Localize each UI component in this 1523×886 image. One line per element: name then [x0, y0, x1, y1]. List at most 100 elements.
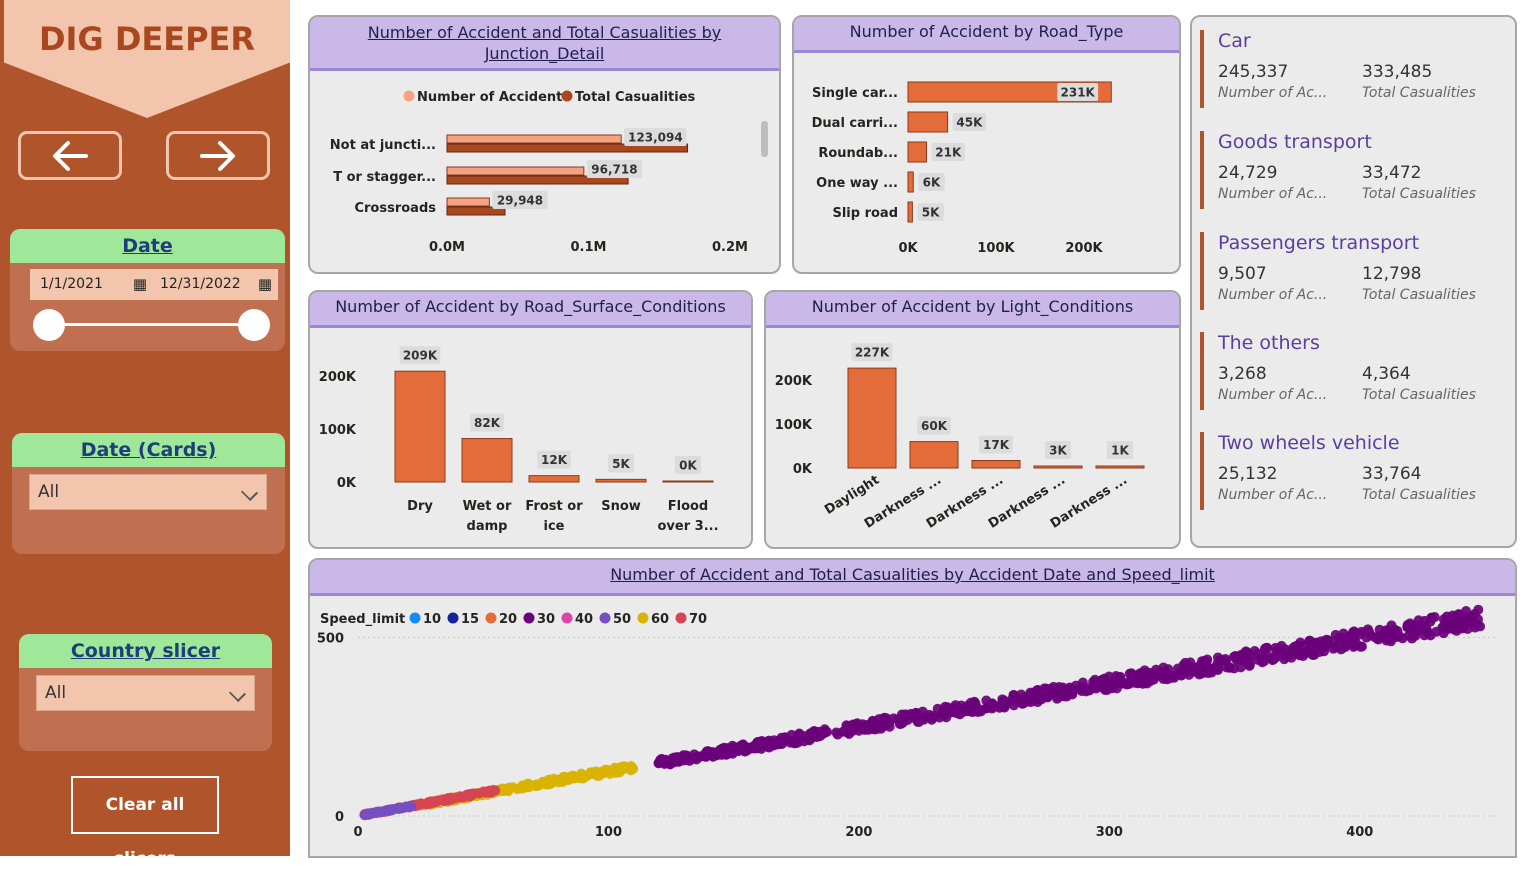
- range-start-handle[interactable]: [33, 309, 65, 341]
- country-selected-value: All: [45, 683, 67, 703]
- scatter-point: [947, 705, 958, 716]
- data-label: 60K: [921, 419, 948, 433]
- scatter-point: [655, 755, 666, 766]
- scatter-point: [714, 744, 725, 755]
- bar: [907, 141, 927, 163]
- card-the-others: The others 3,268 4,364 Number of Ac... T…: [1200, 332, 1504, 410]
- bar: [1033, 465, 1083, 469]
- scatter-point: [965, 702, 976, 713]
- scatter-point: [1024, 692, 1035, 703]
- date-cards-dropdown[interactable]: All: [29, 474, 267, 510]
- bar: [394, 370, 446, 483]
- card-accidents-value: 245,337: [1218, 62, 1289, 82]
- data-label-bg: [1106, 441, 1134, 459]
- scatter-point: [484, 785, 495, 796]
- scatter-point: [972, 706, 983, 717]
- scatter-point: [844, 729, 855, 740]
- end-date-value: 12/31/2022: [160, 276, 241, 292]
- scatter-point: [788, 737, 799, 748]
- scatter-point: [937, 708, 948, 719]
- scatter-point: [1062, 684, 1073, 695]
- y-tick-label: 0K: [793, 462, 813, 477]
- category-label: Wet or: [463, 499, 512, 514]
- data-label-bg: [537, 450, 571, 469]
- bar: [461, 438, 513, 483]
- scatter-point: [1457, 618, 1468, 629]
- bar-casualties: [446, 206, 506, 216]
- scatter-point: [1310, 643, 1321, 654]
- category-label: Dual carri...: [812, 116, 898, 131]
- scatter-point: [1249, 646, 1260, 657]
- scatter-point: [805, 728, 816, 739]
- data-label: 29,948: [497, 194, 543, 208]
- range-end-handle[interactable]: [238, 309, 270, 341]
- calendar-icon[interactable]: ▦: [132, 275, 147, 293]
- bar: [907, 111, 949, 133]
- card-two-wheels-vehicle: Two wheels vehicle 25,132 33,764 Number …: [1200, 432, 1504, 510]
- x-tick-label: 200: [845, 825, 872, 840]
- data-label: 5K: [922, 206, 940, 220]
- card-casualties-value: 33,472: [1362, 163, 1422, 183]
- scatter-point: [994, 702, 1005, 713]
- scatter-point: [1215, 655, 1226, 666]
- x-tick-label: 100K: [977, 241, 1015, 256]
- country-slicer: Country slicer All: [19, 634, 272, 751]
- clear-slicers-button[interactable]: Clear all slicers: [71, 776, 219, 869]
- start-date-value: 1/1/2021: [40, 276, 103, 292]
- bar: [909, 441, 959, 469]
- data-label-bg: [1044, 441, 1072, 459]
- scatter-point: [1093, 676, 1104, 687]
- scatter-point: [1405, 618, 1416, 629]
- scatter-point: [563, 773, 574, 784]
- card-accidents-label: Number of Ac...: [1218, 186, 1328, 202]
- scatter-point: [882, 717, 893, 728]
- scatter-point: [1419, 630, 1430, 641]
- category-label: Snow: [601, 499, 641, 514]
- card-name: The others: [1218, 332, 1320, 354]
- category-label: Crossroads: [354, 201, 436, 216]
- scatter-point: [1042, 690, 1053, 701]
- data-label-bg: [586, 160, 643, 178]
- start-date-input[interactable]: 1/1/2021 ▦: [30, 269, 153, 300]
- country-dropdown[interactable]: All: [36, 675, 255, 711]
- data-label-bg: [492, 191, 548, 209]
- data-label: 1K: [1111, 444, 1129, 458]
- scatter-point: [1137, 678, 1148, 689]
- scatter-point: [1278, 649, 1289, 660]
- category-label: over 3...: [657, 519, 718, 534]
- legend-marker: [675, 612, 687, 624]
- legend-marker: [561, 90, 573, 102]
- scatter-point: [626, 761, 637, 772]
- data-label: 6K: [923, 176, 941, 190]
- back-button[interactable]: [18, 131, 122, 180]
- bar-casualties: [446, 143, 689, 153]
- data-label: 209K: [403, 349, 438, 363]
- speed-scatter-chart: Number of Accident and Total Casualities…: [308, 558, 1517, 858]
- legend-marker: [447, 612, 459, 624]
- light-chart-title: Number of Accident by Light_Conditions: [766, 292, 1179, 328]
- scatter-point: [1426, 612, 1437, 623]
- forward-button[interactable]: [166, 131, 270, 180]
- scatter-point: [394, 802, 405, 813]
- y-tick-label: 0K: [337, 476, 357, 491]
- scatter-point: [593, 770, 604, 781]
- calendar-icon[interactable]: ▦: [257, 275, 272, 293]
- date-cards-slicer: Date (Cards) All: [12, 433, 285, 554]
- legend-marker: [409, 612, 421, 624]
- surface-chart-plot: 0K 100K 200K 209K Dry 82K Wet or damp 12K Frost o…: [319, 346, 719, 534]
- scatter-point: [1340, 642, 1351, 653]
- end-date-input[interactable]: 12/31/2022 ▦: [150, 269, 278, 300]
- scatter-point: [376, 806, 387, 817]
- card-accidents-label: Number of Ac...: [1218, 287, 1328, 303]
- scatter-point: [1192, 662, 1203, 673]
- card-casualties-label: Total Casualities: [1362, 85, 1476, 101]
- legend-marker: [637, 612, 649, 624]
- scatter-point: [867, 715, 878, 726]
- scatter-point: [405, 801, 416, 812]
- scatter-point: [1356, 626, 1367, 637]
- category-label: ice: [544, 519, 565, 534]
- card-goods-transport: Goods transport 24,729 33,472 Number of …: [1200, 131, 1504, 209]
- scatter-chart-title: Number of Accident and Total Casualities…: [310, 560, 1515, 596]
- junction-chart: Number of Accident and Total Casualities…: [308, 15, 781, 274]
- scatter-point: [1437, 622, 1448, 633]
